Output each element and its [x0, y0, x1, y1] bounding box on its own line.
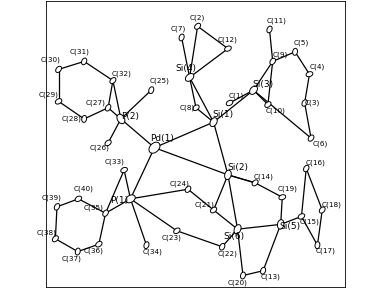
Text: C(11): C(11) [267, 17, 287, 24]
Ellipse shape [226, 100, 233, 106]
Text: C(27): C(27) [86, 100, 106, 106]
Text: C(20): C(20) [227, 279, 247, 286]
Ellipse shape [194, 23, 201, 29]
Ellipse shape [193, 105, 199, 111]
Ellipse shape [121, 167, 127, 173]
Ellipse shape [126, 195, 135, 203]
Ellipse shape [54, 203, 60, 210]
Text: C(10): C(10) [266, 107, 286, 114]
Text: C(31): C(31) [69, 49, 89, 55]
Text: C(4): C(4) [310, 64, 325, 71]
Ellipse shape [105, 105, 111, 111]
Text: C(37): C(37) [62, 255, 82, 262]
Text: C(25): C(25) [149, 78, 169, 84]
Ellipse shape [234, 225, 241, 234]
Text: C(28): C(28) [62, 116, 82, 122]
Ellipse shape [240, 272, 245, 279]
Ellipse shape [149, 87, 154, 94]
Text: C(29): C(29) [39, 91, 59, 98]
Ellipse shape [293, 48, 298, 55]
Text: C(2): C(2) [190, 14, 205, 21]
Text: C(26): C(26) [89, 144, 109, 151]
Ellipse shape [225, 170, 231, 179]
Text: C(30): C(30) [41, 57, 60, 63]
Text: C(16): C(16) [305, 160, 325, 166]
Ellipse shape [298, 214, 305, 219]
Ellipse shape [174, 228, 180, 234]
Ellipse shape [185, 73, 194, 81]
Text: P(1): P(1) [110, 196, 128, 205]
Text: C(6): C(6) [312, 141, 328, 147]
Ellipse shape [103, 210, 108, 216]
Ellipse shape [250, 86, 258, 95]
Ellipse shape [56, 66, 62, 73]
Ellipse shape [117, 114, 125, 124]
Text: P(2): P(2) [121, 112, 139, 121]
Ellipse shape [82, 115, 87, 123]
Ellipse shape [306, 72, 313, 77]
Text: C(12): C(12) [218, 36, 238, 43]
Text: Si(5): Si(5) [280, 223, 301, 231]
Text: C(24): C(24) [169, 180, 189, 187]
Text: Si(4): Si(4) [175, 64, 196, 73]
Text: C(23): C(23) [161, 235, 181, 241]
Text: Si(2): Si(2) [228, 163, 249, 172]
Text: C(33): C(33) [105, 159, 124, 165]
Ellipse shape [308, 135, 314, 141]
Text: C(35): C(35) [83, 204, 103, 211]
Ellipse shape [82, 58, 87, 65]
Ellipse shape [279, 195, 286, 200]
Ellipse shape [75, 248, 80, 255]
Text: C(32): C(32) [112, 70, 132, 77]
Text: Si(6): Si(6) [224, 232, 245, 241]
Text: C(15): C(15) [299, 219, 319, 225]
Text: C(14): C(14) [253, 173, 273, 180]
Text: C(18): C(18) [321, 201, 341, 208]
Text: Si(1): Si(1) [212, 110, 234, 119]
Ellipse shape [265, 102, 271, 108]
Ellipse shape [278, 220, 284, 229]
Ellipse shape [220, 243, 225, 250]
Text: C(21): C(21) [195, 201, 214, 208]
Text: C(3): C(3) [305, 100, 320, 106]
Text: C(1): C(1) [229, 93, 244, 99]
Ellipse shape [267, 26, 272, 33]
Ellipse shape [149, 142, 160, 153]
Ellipse shape [225, 46, 231, 51]
Ellipse shape [252, 180, 258, 186]
Ellipse shape [105, 140, 111, 146]
Text: Pd(1): Pd(1) [151, 134, 174, 142]
Ellipse shape [144, 242, 149, 249]
Text: C(19): C(19) [278, 186, 298, 192]
Ellipse shape [96, 241, 102, 247]
Ellipse shape [210, 118, 217, 127]
Ellipse shape [55, 99, 62, 104]
Ellipse shape [110, 77, 116, 84]
Text: C(5): C(5) [293, 40, 309, 46]
Text: C(9): C(9) [273, 51, 288, 58]
Ellipse shape [185, 186, 191, 192]
Text: C(22): C(22) [218, 251, 238, 257]
Text: C(8): C(8) [180, 105, 195, 111]
Text: C(39): C(39) [41, 194, 61, 201]
Text: C(13): C(13) [260, 273, 280, 280]
Text: C(17): C(17) [316, 248, 336, 254]
Ellipse shape [211, 207, 217, 213]
Ellipse shape [303, 165, 309, 172]
Ellipse shape [261, 267, 266, 274]
Ellipse shape [319, 207, 325, 213]
Ellipse shape [53, 236, 58, 242]
Text: C(36): C(36) [83, 248, 103, 255]
Ellipse shape [179, 34, 184, 41]
Ellipse shape [75, 196, 82, 201]
Text: C(7): C(7) [171, 25, 186, 32]
Ellipse shape [302, 100, 307, 106]
Ellipse shape [315, 242, 320, 249]
Text: C(38): C(38) [36, 230, 56, 236]
Text: Si(3): Si(3) [252, 80, 274, 89]
Ellipse shape [270, 58, 276, 65]
Text: C(34): C(34) [142, 249, 162, 255]
Text: C(40): C(40) [73, 186, 93, 192]
